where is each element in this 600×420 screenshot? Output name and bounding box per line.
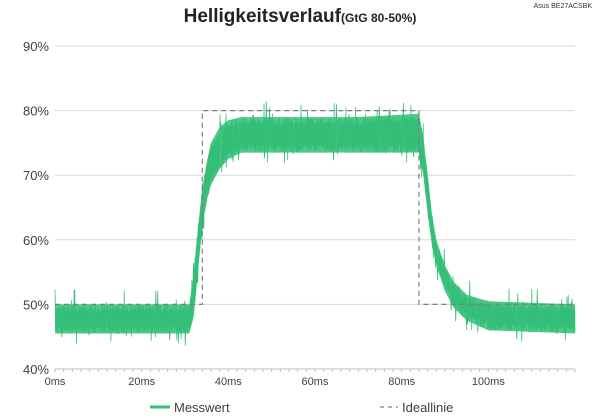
y-tick-label: 60% xyxy=(23,233,49,248)
x-tick-label: 60ms xyxy=(302,376,329,388)
legend-label-ideallinie: Ideallinie xyxy=(402,400,453,415)
ideal-series-line xyxy=(55,110,575,305)
chart-subtitle: (GtG 80-50%) xyxy=(340,11,417,25)
x-tick-label: 40ms xyxy=(215,376,242,388)
chart-title-row: Helligkeitsverlauf(GtG 80-50%) xyxy=(0,6,600,28)
y-tick-label: 40% xyxy=(23,362,49,377)
y-tick-label: 50% xyxy=(23,297,49,312)
y-tick-label: 90% xyxy=(23,39,49,54)
x-tick-label: 100ms xyxy=(472,376,506,388)
x-tick-label: 20ms xyxy=(128,376,155,388)
x-tick-label: 80ms xyxy=(388,376,415,388)
measured-series-line xyxy=(54,101,576,346)
y-tick-label: 80% xyxy=(23,104,49,119)
chart-title: Helligkeitsverlauf xyxy=(183,6,341,27)
legend-label-messwert: Messwert xyxy=(174,400,230,415)
corner-note: Asus BE27ACSBK xyxy=(533,3,592,10)
y-tick-label: 70% xyxy=(23,168,49,183)
x-tick-label: 0ms xyxy=(45,376,66,388)
